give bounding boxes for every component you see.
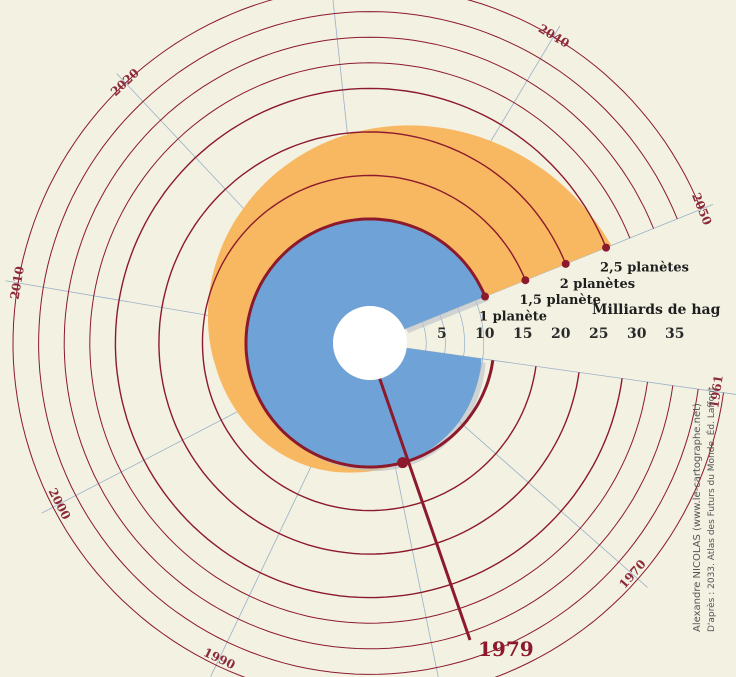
callout-label-1979: 1979 <box>478 637 534 661</box>
outer-guide-ring-2 <box>63 36 674 650</box>
tick-layer: 5 10 15 20 25 30 35 <box>437 326 684 342</box>
year-label-1990: 1990 <box>201 645 237 672</box>
biocapacity-marker-1 <box>481 292 490 301</box>
callout-layer: 1979 <box>378 378 534 661</box>
outer-guide-ring-4 <box>12 0 724 677</box>
callout-line-1979 <box>378 378 472 641</box>
ring-layer <box>12 0 724 677</box>
radial-tick-15: 15 <box>513 326 532 342</box>
biocapacity-ring-1 <box>244 217 495 469</box>
year-label-2040: 2040 <box>536 21 572 50</box>
biocapacity-marker-2 <box>521 276 530 285</box>
radial-tick-25: 25 <box>589 326 608 342</box>
planet-label-3: 2 planètes <box>560 277 635 292</box>
credit-line-1: Alexandre NICOLAS (www.le-cartographe.ne… <box>692 403 703 632</box>
biocapacity-marker-3 <box>561 259 570 268</box>
year-label-2020: 2020 <box>108 66 142 99</box>
biocapacity-ring-4 <box>114 87 623 599</box>
radial-tick-30: 30 <box>627 326 647 342</box>
biocapacity-ring-3 <box>158 131 580 555</box>
planet-label-1: 1 planète <box>479 310 547 325</box>
radial-tick-35: 35 <box>665 326 684 342</box>
year-gridline-1961 <box>406 347 736 395</box>
radial-tick-20: 20 <box>551 326 571 342</box>
outer-guide-ring-3 <box>38 11 699 675</box>
year-label-1961: 1961 <box>707 374 726 409</box>
year-label-2000: 2000 <box>46 486 74 522</box>
planet-label-2: 1,5 planète <box>519 293 601 308</box>
biocapacity-marker-4 <box>602 243 611 252</box>
planet-label-4: 2,5 planètes <box>600 261 689 276</box>
callout-marker-1979 <box>397 457 409 469</box>
credit-line-2: D'après : 2033. Atlas des Futurs du Mond… <box>705 386 717 632</box>
year-label-2010: 2010 <box>8 265 27 300</box>
radial-tick-5: 5 <box>437 326 447 342</box>
outer-guide-ring-1 <box>89 62 648 624</box>
unit-label: Milliards de hag <box>592 302 721 318</box>
area-layer <box>208 125 612 473</box>
year-label-1970: 1970 <box>616 557 649 591</box>
biocapacity-ring-2 <box>201 174 537 512</box>
center-hole <box>333 306 407 380</box>
series-area-historical <box>246 219 485 467</box>
radial-tick-10: 10 <box>475 326 495 342</box>
year-label-2050: 2050 <box>689 191 714 227</box>
